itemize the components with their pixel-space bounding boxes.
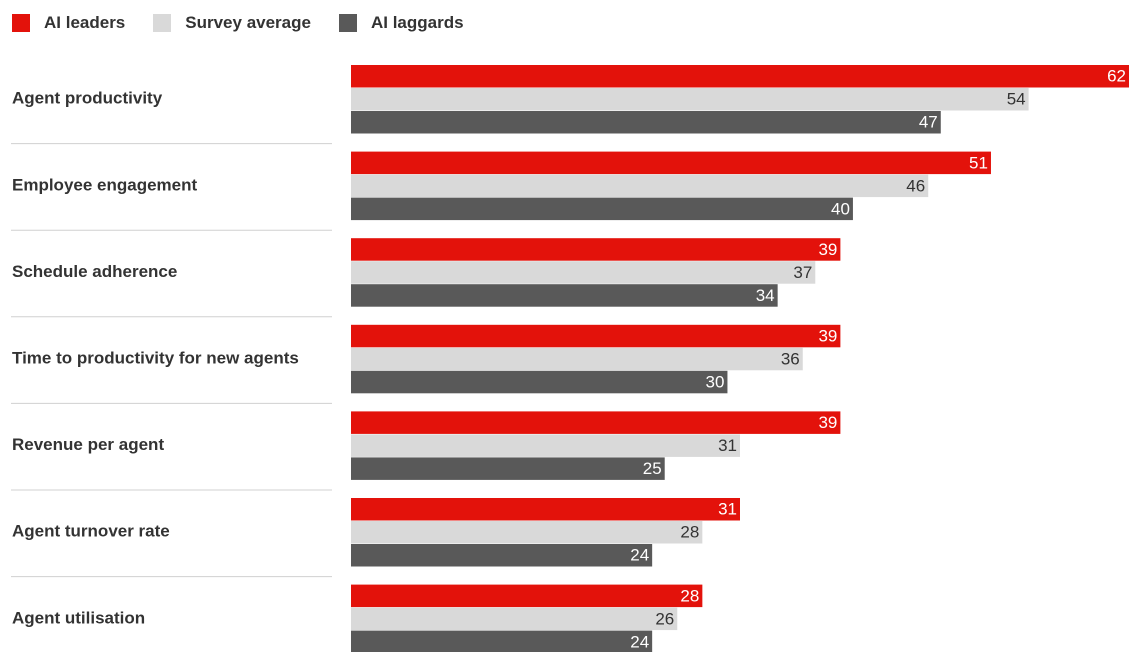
legend-swatch-survey-average (153, 14, 172, 32)
value-label-ai-leaders-revenue-per-agent: 39 (818, 413, 837, 432)
category-label-agent-productivity: Agent productivity (12, 89, 163, 108)
bar-ai-laggards-employee-engagement (351, 197, 853, 221)
bar-survey-average-employee-engagement (351, 174, 929, 198)
legend-swatch-ai-leaders (12, 14, 30, 32)
category-label-revenue-per-agent: Revenue per agent (12, 435, 164, 454)
bar-survey-average-agent-turnover-rate (351, 521, 703, 544)
value-label-survey-average-time-to-productivity-for-new-agents: 36 (781, 350, 800, 369)
legend-label: AI laggards (370, 13, 464, 32)
bar-ai-leaders-agent-productivity (351, 65, 1129, 88)
bar-ai-leaders-revenue-per-agent (351, 411, 841, 434)
category-label-employee-engagement: Employee engagement (12, 175, 198, 194)
value-label-ai-leaders-agent-utilisation: 28 (680, 586, 699, 605)
value-label-ai-laggards-employee-engagement: 40 (831, 199, 850, 218)
bar-ai-leaders-schedule-adherence (351, 238, 841, 261)
legend-swatch-ai-laggards (338, 14, 357, 32)
bar-ai-laggards-time-to-productivity-for-new-agents (351, 370, 728, 394)
bar-ai-leaders-time-to-productivity-for-new-agents (351, 324, 841, 348)
category-label-schedule-adherence: Schedule adherence (12, 262, 177, 281)
value-label-survey-average-agent-productivity: 54 (1007, 90, 1026, 109)
value-label-ai-laggards-agent-utilisation: 24 (630, 632, 649, 651)
value-label-ai-laggards-schedule-adherence: 34 (756, 286, 775, 305)
category-label-time-to-productivity-for-new-agents: Time to productivity for new agents (12, 349, 299, 368)
value-label-survey-average-agent-utilisation: 26 (655, 609, 674, 628)
bar-survey-average-agent-utilisation (351, 607, 678, 631)
legend-item-ai-laggards: AI laggards (338, 13, 464, 33)
bar-ai-laggards-agent-productivity (351, 111, 941, 134)
value-label-ai-laggards-time-to-productivity-for-new-agents: 30 (706, 373, 725, 392)
bar-survey-average-agent-productivity (351, 88, 1029, 111)
value-label-survey-average-revenue-per-agent: 31 (718, 436, 737, 455)
value-label-ai-leaders-agent-turnover-rate: 31 (718, 500, 737, 519)
bar-survey-average-schedule-adherence (351, 261, 816, 284)
legend: AI leaders Survey average AI laggards (12, 11, 492, 35)
bar-ai-laggards-agent-turnover-rate (351, 544, 653, 567)
value-label-ai-laggards-agent-turnover-rate: 24 (630, 546, 649, 565)
legend-item-survey-average: Survey average (153, 13, 311, 33)
bar-ai-leaders-agent-turnover-rate (351, 498, 740, 521)
legend-item-ai-leaders: AI leaders (12, 13, 125, 33)
bar-ai-laggards-revenue-per-agent (351, 457, 665, 480)
value-label-ai-leaders-time-to-productivity-for-new-agents: 39 (818, 327, 837, 346)
value-label-survey-average-agent-turnover-rate: 28 (680, 523, 699, 542)
bar-ai-laggards-agent-utilisation (351, 630, 653, 652)
value-label-ai-leaders-schedule-adherence: 39 (818, 240, 837, 259)
legend-label: AI leaders (44, 13, 126, 32)
category-label-agent-turnover-rate: Agent turnover rate (12, 522, 170, 541)
category-label-agent-utilisation: Agent utilisation (12, 608, 145, 627)
bar-ai-leaders-agent-utilisation (351, 584, 703, 608)
value-label-ai-laggards-revenue-per-agent: 25 (643, 459, 662, 478)
value-label-survey-average-employee-engagement: 46 (906, 176, 925, 195)
value-label-survey-average-schedule-adherence: 37 (793, 263, 812, 282)
value-label-ai-laggards-agent-productivity: 47 (919, 113, 938, 132)
bar-ai-leaders-employee-engagement (351, 151, 991, 175)
bar-survey-average-revenue-per-agent (351, 434, 740, 457)
legend-label: Survey average (185, 13, 311, 32)
value-label-ai-leaders-agent-productivity: 62 (1107, 67, 1126, 86)
bar-ai-laggards-schedule-adherence (351, 284, 778, 307)
bar-survey-average-time-to-productivity-for-new-agents (351, 347, 803, 371)
value-label-ai-leaders-employee-engagement: 51 (969, 153, 988, 172)
